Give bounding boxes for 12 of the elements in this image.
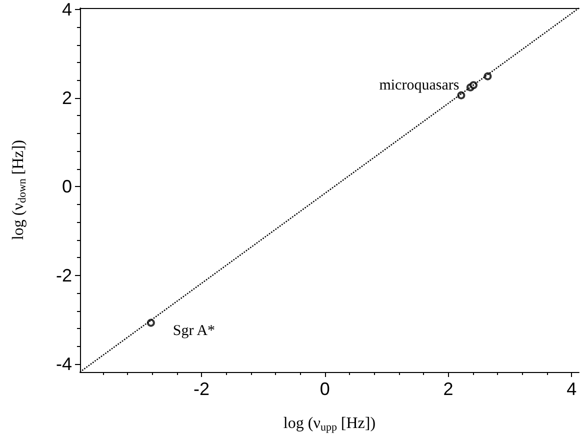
y-tick-label: -4 [56, 354, 72, 374]
y-axis-title: log (νdown [Hz]) [10, 140, 28, 240]
y-tick-label: 0 [62, 176, 72, 197]
x-tick-label: -2 [194, 379, 210, 399]
annotation: microquasars [379, 77, 460, 94]
x-tick-label: 0 [320, 379, 330, 399]
y-tick-label: 2 [62, 88, 72, 108]
x-tick-label: 4 [566, 379, 577, 399]
x-tick-label: 2 [443, 379, 454, 399]
y-tick-label: -2 [56, 265, 72, 286]
annotation: Sgr A* [172, 322, 216, 339]
y-tick-label: 4 [62, 0, 72, 20]
